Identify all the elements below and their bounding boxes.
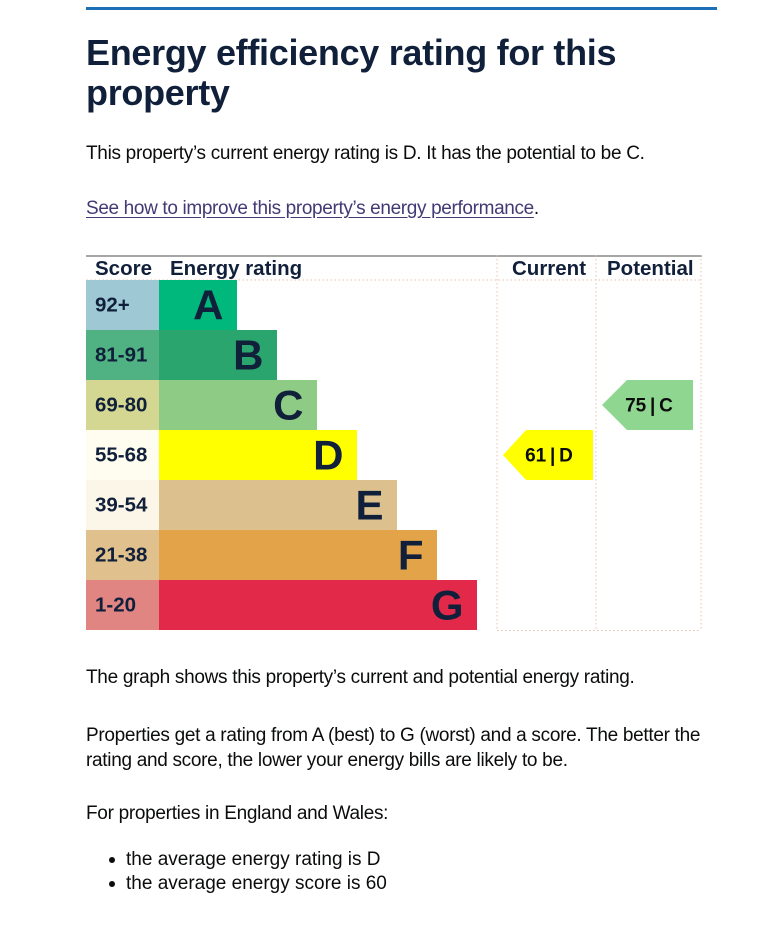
- svg-text:39-54: 39-54: [95, 494, 148, 517]
- svg-text:E: E: [355, 482, 383, 529]
- svg-text:Potential: Potential: [607, 257, 694, 280]
- svg-text:A: A: [193, 282, 223, 329]
- svg-text:Current: Current: [512, 257, 586, 280]
- svg-text:Energy rating: Energy rating: [170, 257, 302, 280]
- svg-text:F: F: [398, 532, 424, 579]
- svg-text:Score: Score: [95, 257, 152, 280]
- svg-text:D: D: [313, 432, 343, 479]
- svg-text:81-91: 81-91: [95, 344, 147, 367]
- svg-text:G: G: [431, 582, 464, 629]
- svg-text:C: C: [273, 382, 303, 429]
- svg-text:21-38: 21-38: [95, 544, 147, 567]
- svg-text:55-68: 55-68: [95, 444, 147, 467]
- svg-text:69-80: 69-80: [95, 394, 147, 417]
- svg-text:1-20: 1-20: [95, 594, 136, 617]
- svg-text:61 | D: 61 | D: [525, 446, 573, 467]
- svg-text:75 | C: 75 | C: [625, 396, 673, 417]
- svg-text:92+: 92+: [95, 294, 130, 317]
- svg-text:B: B: [233, 332, 263, 379]
